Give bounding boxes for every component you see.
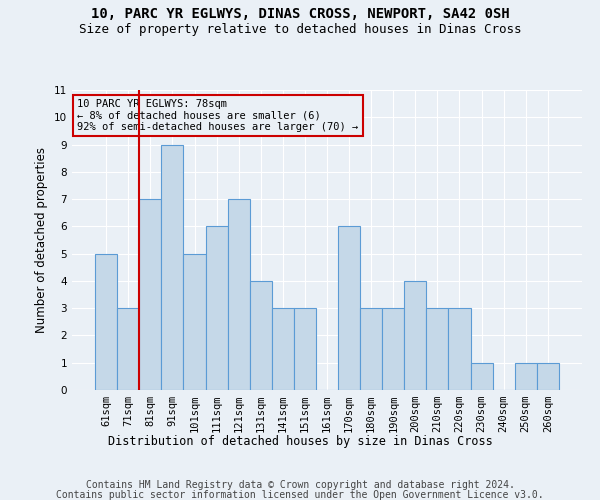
Y-axis label: Number of detached properties: Number of detached properties (35, 147, 49, 333)
Bar (117, 308, 139, 390)
Bar (139, 199, 161, 390)
Text: 10, PARC YR EGLWYS, DINAS CROSS, NEWPORT, SA42 0SH: 10, PARC YR EGLWYS, DINAS CROSS, NEWPORT… (91, 8, 509, 22)
Bar (227, 199, 250, 390)
Text: Contains HM Land Registry data © Crown copyright and database right 2024.: Contains HM Land Registry data © Crown c… (86, 480, 514, 490)
Bar (161, 144, 184, 390)
Bar (294, 308, 316, 390)
Bar (404, 281, 427, 390)
Bar (427, 308, 448, 390)
Bar (338, 226, 360, 390)
Text: Contains public sector information licensed under the Open Government Licence v3: Contains public sector information licen… (56, 490, 544, 500)
Text: Size of property relative to detached houses in Dinas Cross: Size of property relative to detached ho… (79, 22, 521, 36)
Bar (470, 362, 493, 390)
Text: 10 PARC YR EGLWYS: 78sqm
← 8% of detached houses are smaller (6)
92% of semi-det: 10 PARC YR EGLWYS: 78sqm ← 8% of detache… (77, 99, 358, 132)
Bar (382, 308, 404, 390)
Bar (95, 254, 117, 390)
Bar (537, 362, 559, 390)
Bar (272, 308, 294, 390)
Bar (360, 308, 382, 390)
Bar (448, 308, 470, 390)
Bar (184, 254, 206, 390)
Bar (250, 281, 272, 390)
Bar (515, 362, 537, 390)
Text: Distribution of detached houses by size in Dinas Cross: Distribution of detached houses by size … (107, 435, 493, 448)
Bar (206, 226, 227, 390)
